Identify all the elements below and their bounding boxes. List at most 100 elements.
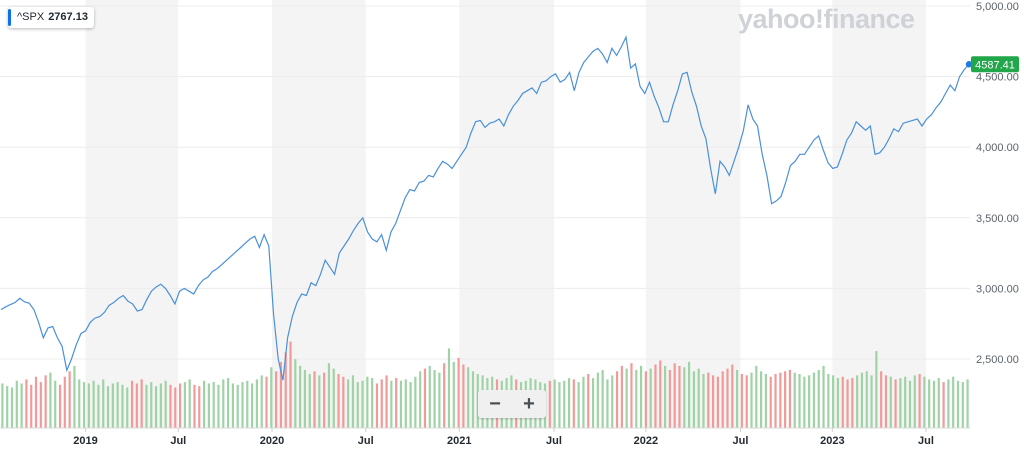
volume-bar (457, 357, 460, 428)
volume-bar (294, 359, 297, 428)
volume-bar (572, 379, 575, 428)
volume-bar (865, 371, 868, 428)
volume-bar (443, 363, 446, 428)
volume-bar (10, 387, 14, 428)
volume-bar (409, 382, 412, 428)
volume-bar (193, 384, 196, 428)
volume-bar (385, 375, 388, 428)
volume-bar (678, 365, 681, 428)
volume-bar (731, 364, 734, 428)
volume-bar (188, 379, 191, 428)
volume-bar (846, 379, 849, 428)
volume-bar (58, 384, 62, 428)
zoom-in-button[interactable]: + (523, 393, 535, 415)
volume-bar (721, 371, 724, 428)
volume-bar (913, 375, 916, 428)
y-tick-label: 4,500.00 (976, 72, 1019, 84)
volume-bar (342, 376, 345, 428)
volume-bar (337, 374, 340, 428)
volume-bar (447, 348, 451, 428)
volume-bar (164, 380, 167, 428)
volume-bar (668, 369, 671, 428)
volume-bar (716, 376, 719, 428)
volume-bar (736, 369, 739, 428)
volume-bar (428, 365, 431, 428)
y-tick-label: 4,000.00 (976, 142, 1019, 154)
volume-bar (217, 384, 220, 428)
x-tick-label: 2023 (820, 435, 844, 447)
volume-bar (875, 351, 878, 428)
volume-bar (332, 368, 335, 428)
volume-bar (659, 360, 662, 428)
volume-bar (395, 378, 398, 428)
volume-bar (178, 383, 182, 428)
volume-bar (832, 375, 835, 428)
volume-bar (116, 382, 119, 428)
volume-bar (130, 380, 134, 428)
volume-bar (639, 365, 643, 428)
volume-bar (615, 371, 619, 428)
volume-bar (198, 386, 201, 428)
last-value-label: 4587.41 (975, 59, 1015, 71)
zoom-out-button[interactable]: − (489, 393, 501, 415)
volume-bar (260, 375, 263, 428)
volume-bar (683, 367, 686, 428)
volume-bar (275, 371, 278, 428)
shaded-band-0 (85, 0, 179, 428)
volume-bar (567, 378, 571, 428)
volume-bar (111, 383, 114, 428)
volume-bar (548, 380, 551, 428)
volume-bar (183, 382, 186, 428)
volume-bar (159, 383, 162, 428)
volume-bar (207, 383, 210, 428)
volume-bar (908, 380, 912, 428)
volume-bar (44, 375, 47, 428)
volume-bar (788, 369, 792, 428)
volume-bar (361, 380, 364, 428)
volume-bar (438, 372, 441, 428)
volume-bar (582, 376, 585, 428)
shaded-band-2 (459, 0, 554, 428)
volume-bar (606, 379, 609, 428)
x-tick-label: Jul (546, 435, 562, 447)
volume-bar (711, 375, 715, 428)
last-value-badge (971, 56, 1019, 73)
volume-bar (251, 383, 254, 428)
volume-bar (169, 384, 172, 428)
volume-bar (856, 375, 859, 428)
x-tick-label: Jul (358, 435, 374, 447)
volume-bar (313, 371, 316, 428)
volume-bar (371, 378, 374, 428)
volume-bar (327, 363, 331, 428)
volume-bar (399, 380, 403, 428)
volume-bar (20, 383, 23, 428)
volume-bar (356, 382, 359, 428)
volume-bar (279, 361, 283, 428)
volume-bar (956, 380, 960, 428)
volume-bar (932, 380, 936, 428)
volume-bar (726, 368, 729, 428)
volume-bar (433, 369, 436, 428)
volume-bar (687, 361, 691, 428)
y-tick-label: 2,500.00 (976, 354, 1019, 366)
volume-bar (126, 387, 129, 428)
volume-bar (323, 372, 326, 428)
volume-bar (82, 382, 86, 428)
volume-bar (611, 375, 614, 428)
volume-bar (942, 382, 945, 428)
volume-bar (937, 378, 940, 428)
volume-bar (471, 371, 475, 428)
volume-bar (836, 378, 840, 428)
volume-bar (899, 378, 902, 428)
yahoo-finance-logo: yahoo!finance (738, 4, 915, 34)
volume-bar (404, 379, 407, 428)
x-tick-label: 2022 (634, 435, 658, 447)
volume-bar (68, 371, 71, 428)
volume-bar (779, 372, 782, 428)
volume-bar (635, 369, 638, 428)
volume-bar (563, 380, 566, 428)
x-tick-label: 2019 (73, 435, 97, 447)
volume-bar (673, 363, 676, 428)
volume-bar (952, 376, 955, 428)
